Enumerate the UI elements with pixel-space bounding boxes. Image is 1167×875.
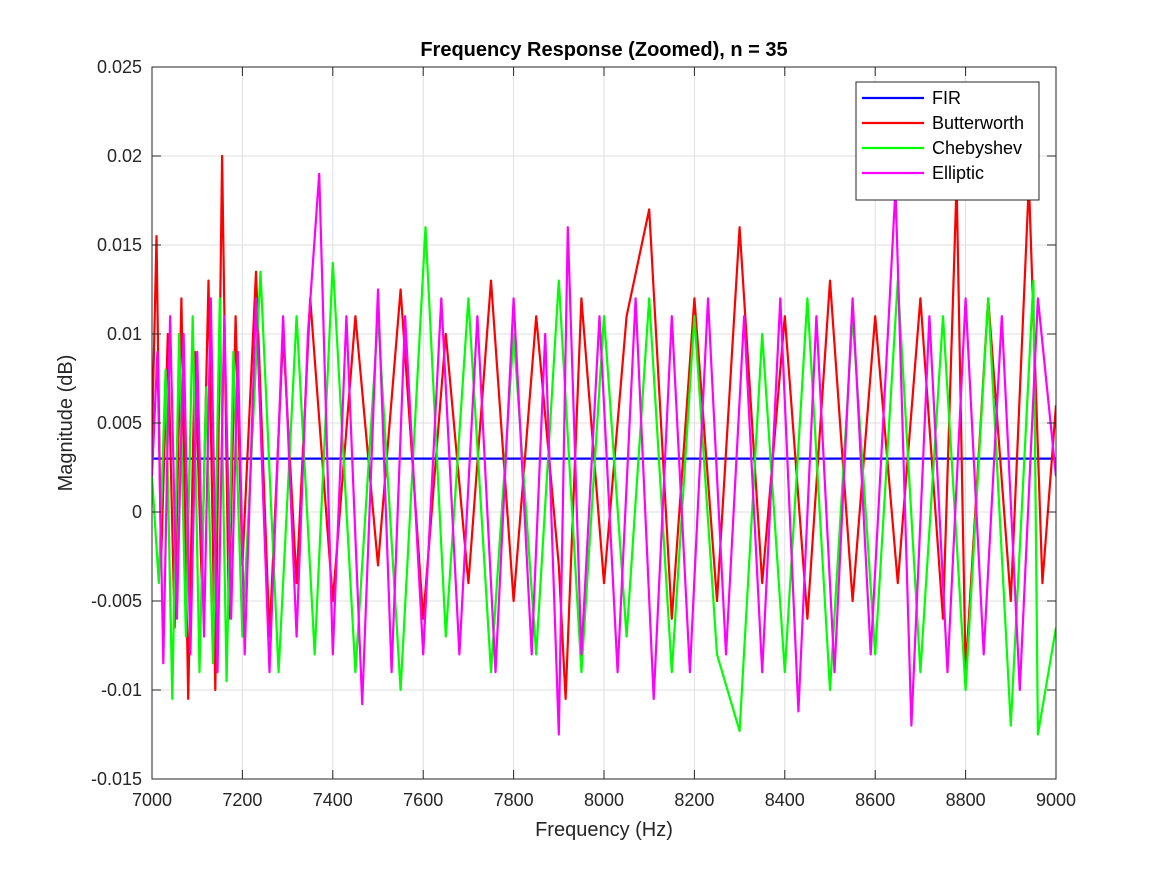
x-tick-label: 7000 — [132, 790, 172, 810]
x-tick-label: 8200 — [674, 790, 714, 810]
x-tick-label: 7200 — [222, 790, 262, 810]
x-tick-label: 8800 — [946, 790, 986, 810]
legend-label-fir: FIR — [932, 88, 961, 108]
legend: FIR Butterworth Chebyshev Elliptic — [855, 81, 1040, 201]
x-tick-label: 9000 — [1036, 790, 1076, 810]
x-tick-label: 7400 — [313, 790, 353, 810]
y-tick-label: 0 — [132, 502, 142, 522]
series-line-elliptic — [152, 172, 1056, 736]
y-tick-label: -0.01 — [101, 680, 142, 700]
legend-label-chebyshev: Chebyshev — [932, 138, 1022, 158]
legend-label-elliptic: Elliptic — [932, 163, 984, 183]
legend-box — [855, 81, 1040, 201]
x-tick-label: 8000 — [584, 790, 624, 810]
y-tick-label: -0.005 — [91, 591, 142, 611]
x-tick-label: 7600 — [403, 790, 443, 810]
x-tick-label: 8400 — [765, 790, 805, 810]
y-tick-label: -0.015 — [91, 769, 142, 789]
chart-title: Frequency Response (Zoomed), n = 35 — [420, 39, 787, 61]
y-tick-label: 0.005 — [97, 413, 142, 433]
y-tick-label: 0.02 — [107, 146, 142, 166]
series-line-chebyshev — [152, 226, 1056, 736]
y-tick-label: 0.015 — [97, 235, 142, 255]
x-tick-label: 7800 — [494, 790, 534, 810]
x-tick-label: 8600 — [855, 790, 895, 810]
legend-label-butterworth: Butterworth — [932, 113, 1024, 133]
y-tick-label: 0.025 — [97, 57, 142, 77]
x-axis-label: Frequency (Hz) — [535, 819, 673, 841]
axis-ticks: 7000 7200 7400 7600 7800 8000 8200 8400 8600 8800… — [91, 57, 1076, 810]
series-lines — [152, 154, 1056, 736]
y-axis-label: Magnitude (dB) — [55, 355, 77, 492]
y-tick-label: 0.01 — [107, 324, 142, 344]
